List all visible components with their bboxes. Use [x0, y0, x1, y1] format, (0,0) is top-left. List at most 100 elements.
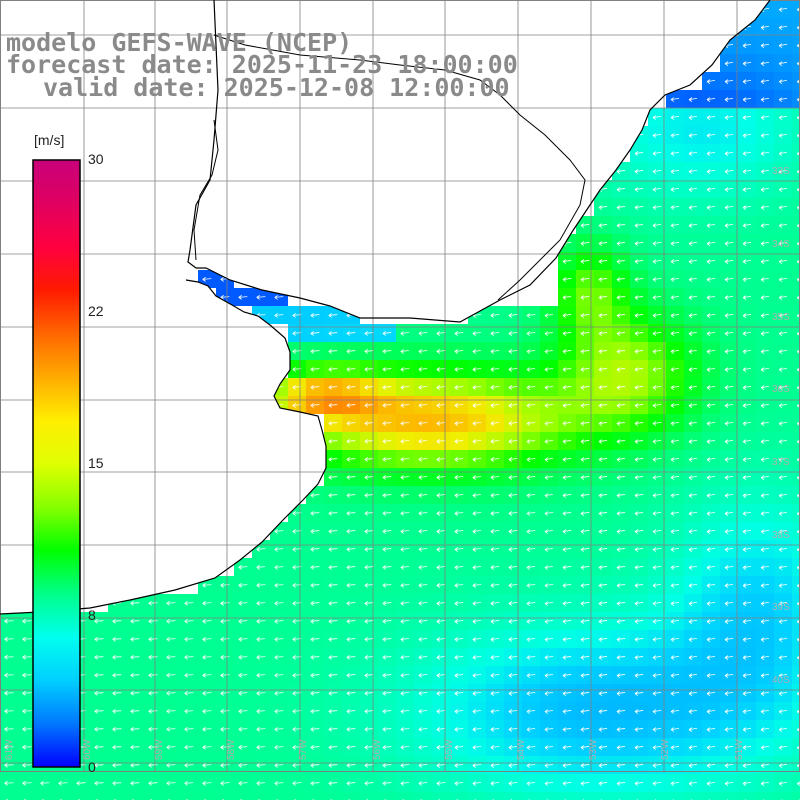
wind-arrow [778, 97, 788, 102]
wind-cell [792, 450, 800, 468]
wind-arrow [490, 367, 500, 372]
wind-arrow [436, 583, 446, 588]
wind-arrow [742, 547, 752, 552]
wind-cell [792, 270, 800, 288]
wind-arrow [166, 601, 176, 606]
wind-arrow [778, 259, 788, 264]
wind-arrow [634, 781, 644, 786]
wind-arrow [526, 367, 536, 372]
wind-arrow [670, 673, 680, 678]
wind-arrow [562, 583, 572, 588]
wind-arrow [256, 655, 266, 660]
wind-cell [792, 648, 800, 666]
wind-arrow [562, 277, 572, 282]
wind-arrow [490, 439, 500, 444]
wind-arrow [472, 403, 482, 408]
wind-arrow [760, 763, 770, 768]
wind-arrow [328, 529, 338, 534]
wind-arrow [328, 475, 338, 480]
wind-cell [792, 288, 800, 306]
wind-arrow [778, 241, 788, 246]
wind-arrow [706, 115, 716, 120]
wind-arrow [616, 691, 626, 696]
wind-arrow [490, 475, 500, 480]
wind-arrow [742, 205, 752, 210]
wind-arrow [310, 385, 320, 390]
wind-arrow [328, 547, 338, 552]
wind-arrow [526, 583, 536, 588]
wind-arrow [544, 403, 554, 408]
wind-arrow [4, 690, 14, 696]
wind-arrow [256, 727, 266, 732]
wind-cell [792, 162, 800, 180]
wind-arrow [652, 259, 662, 264]
wind-arrow [256, 565, 266, 570]
wind-arrow [778, 781, 788, 786]
wind-arrow [670, 655, 680, 660]
wind-arrow [400, 673, 410, 678]
wind-arrow [220, 727, 230, 732]
wind-arrow [706, 403, 716, 408]
wind-arrow [76, 780, 86, 786]
wind-arrow [256, 709, 266, 714]
wind-arrow [634, 727, 644, 732]
wind-arrow [580, 223, 590, 228]
wind-cell [126, 792, 144, 800]
wind-arrow [598, 583, 608, 588]
wind-arrow [400, 691, 410, 696]
wind-cell [792, 360, 800, 378]
wind-arrow [580, 583, 590, 588]
wind-cell [108, 792, 126, 800]
wind-arrow [436, 529, 446, 534]
wind-arrow [598, 403, 608, 408]
wind-cell [0, 792, 18, 800]
wind-arrow [382, 709, 392, 714]
wind-arrow [274, 745, 284, 750]
wind-arrow [688, 529, 698, 534]
wind-arrow [778, 7, 788, 12]
wind-cell [504, 792, 522, 800]
wind-arrow [634, 421, 644, 426]
wind-arrow [580, 619, 590, 624]
wind-arrow [760, 529, 770, 534]
wind-arrow [760, 331, 770, 336]
wind-arrow [364, 529, 374, 534]
wind-arrow [490, 727, 500, 732]
wind-arrow [616, 439, 626, 444]
wind-arrow [742, 313, 752, 318]
wind-arrow [454, 421, 464, 426]
wind-arrow [634, 475, 644, 480]
wind-arrow [310, 349, 320, 354]
wind-arrow [220, 637, 230, 642]
wind-arrow [112, 744, 122, 750]
wind-arrow [364, 727, 374, 732]
wind-arrow [706, 385, 716, 390]
wind-arrow [490, 403, 500, 408]
wind-arrow [634, 313, 644, 318]
wind-arrow [490, 547, 500, 552]
wind-arrow [598, 655, 608, 660]
wind-arrow [400, 601, 410, 606]
wind-arrow [148, 781, 158, 786]
wind-arrow [346, 529, 356, 534]
wind-arrow [508, 475, 518, 480]
wind-arrow [688, 619, 698, 624]
lat-label: 35S [772, 312, 790, 323]
wind-arrow [562, 547, 572, 552]
wind-arrow [742, 601, 752, 606]
wind-arrow [778, 493, 788, 498]
wind-arrow [508, 367, 518, 372]
wind-arrow [382, 331, 392, 336]
wind-cell [684, 792, 702, 800]
wind-arrow [310, 511, 320, 516]
wind-arrow [706, 367, 716, 372]
wind-arrow [724, 313, 734, 318]
wind-arrow [472, 565, 482, 570]
wind-arrow [490, 313, 500, 318]
wind-cell [414, 792, 432, 800]
wind-arrow [652, 403, 662, 408]
wind-arrow [526, 691, 536, 696]
wind-arrow [598, 619, 608, 624]
wind-arrow [778, 691, 788, 696]
wind-arrow [382, 403, 392, 408]
